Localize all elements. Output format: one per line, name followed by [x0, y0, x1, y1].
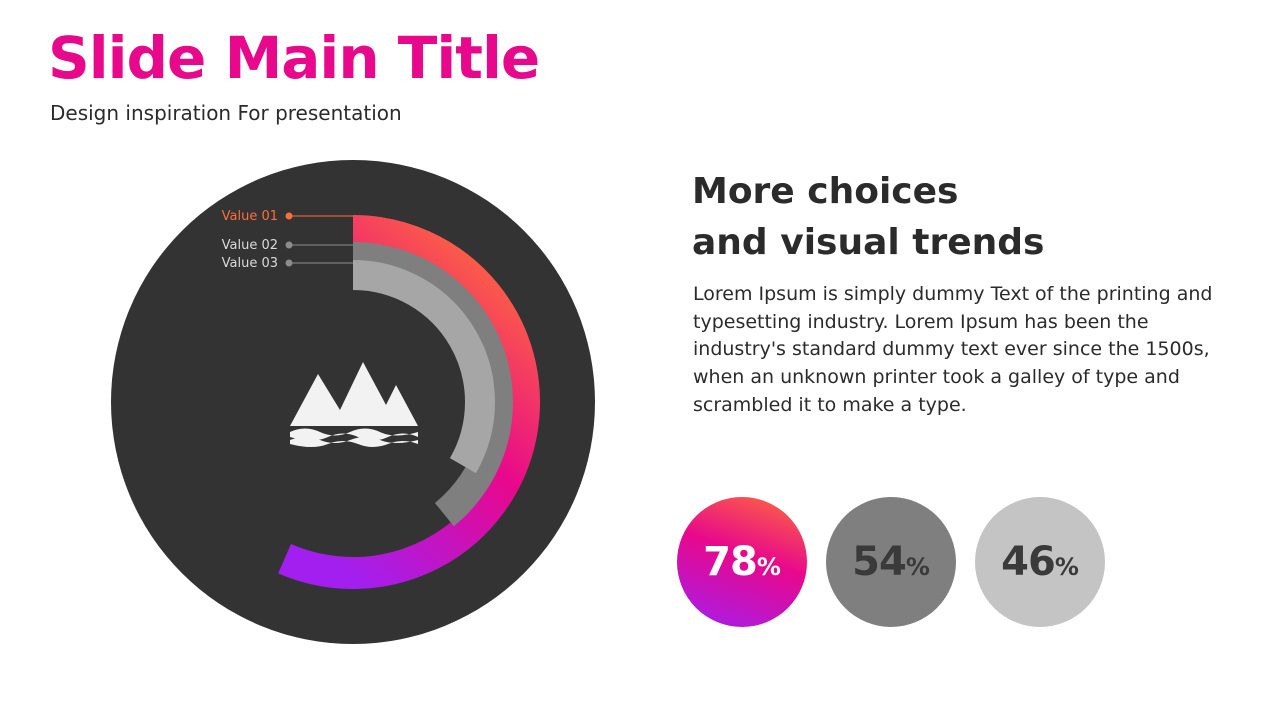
page-title: Slide Main Title — [48, 24, 540, 92]
value-03-badge-number: 46 — [1001, 539, 1056, 585]
leader-dot-02 — [285, 241, 293, 249]
value-02-badge-unit: % — [905, 553, 930, 581]
radial-bar-chart: Value 01 Value 02 Value 03 — [111, 160, 595, 644]
arc-value-03 — [352, 260, 495, 474]
section-heading: More choices and visual trends — [692, 166, 1044, 268]
value-01-badge-number: 78 — [703, 539, 758, 585]
arc-value-02 — [352, 242, 513, 527]
category-label-03: Value 03 — [222, 256, 278, 271]
category-label-01: Value 01 — [222, 209, 278, 224]
section-heading-line-1: More choices — [692, 171, 959, 212]
value-01-badge-unit: % — [756, 553, 781, 581]
leader-dot-01 — [285, 212, 293, 220]
section-heading-line-2: and visual trends — [692, 222, 1045, 263]
leader-dot-03 — [285, 259, 293, 267]
category-label-02: Value 02 — [222, 238, 278, 253]
value-02-badge-number: 54 — [852, 539, 907, 585]
value-01-badge: 78% — [677, 497, 807, 627]
page-subtitle: Design inspiration For presentation — [50, 101, 402, 125]
value-02-badge: 54% — [826, 497, 956, 627]
value-03-badge: 46% — [975, 497, 1105, 627]
body-paragraph: Lorem Ipsum is simply dummy Text of the … — [693, 283, 1213, 416]
mountains-water-icon — [290, 362, 418, 447]
arc-value-01 — [278, 215, 540, 589]
value-03-badge-unit: % — [1054, 553, 1079, 581]
